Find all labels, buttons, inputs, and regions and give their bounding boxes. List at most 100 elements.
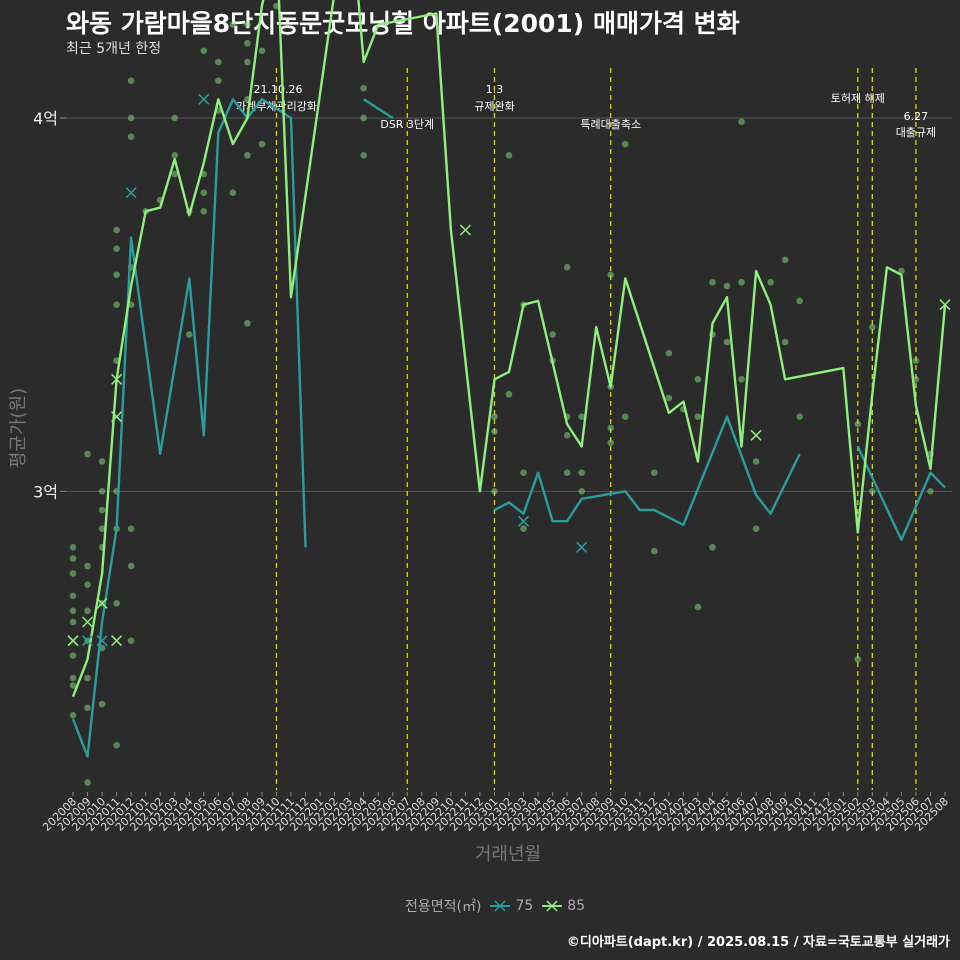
data-point xyxy=(796,297,803,305)
legend-item-75: 75 xyxy=(489,898,533,914)
data-point xyxy=(607,424,615,432)
data-point xyxy=(69,712,77,719)
data-point xyxy=(694,376,702,383)
data-point xyxy=(651,547,658,555)
legend-label-75: 75 xyxy=(515,898,534,914)
data-point xyxy=(84,779,91,786)
data-point xyxy=(607,271,615,279)
data-point xyxy=(505,152,513,159)
data-point xyxy=(69,544,77,551)
legend-swatch-75 xyxy=(490,900,511,912)
series-85-marker xyxy=(111,411,123,423)
data-point xyxy=(69,682,77,689)
data-point xyxy=(69,618,77,626)
data-point xyxy=(113,600,120,607)
data-point xyxy=(767,278,774,286)
y-axis-label: 평균가(원) xyxy=(8,388,29,468)
legend-item-85: 85 xyxy=(541,898,585,914)
data-point xyxy=(927,488,934,495)
data-point xyxy=(854,420,862,428)
data-point xyxy=(578,413,585,420)
data-point xyxy=(651,469,658,476)
data-point xyxy=(127,77,135,84)
data-point xyxy=(127,114,135,122)
data-point xyxy=(200,47,208,55)
data-point xyxy=(98,506,106,514)
data-point xyxy=(709,544,716,551)
series-75-line xyxy=(493,415,801,527)
data-point xyxy=(171,170,179,178)
data-point xyxy=(98,525,106,532)
series-85-marker xyxy=(750,429,762,441)
source-caption: ©디아파트(dapt.kr) / 2025.08.15 / 자료=국토교통부 실… xyxy=(566,935,950,950)
data-point xyxy=(491,413,498,420)
data-point xyxy=(258,140,266,148)
data-point xyxy=(113,245,120,252)
y-tick-label: 4억 xyxy=(33,109,58,128)
data-point xyxy=(244,320,251,327)
series-75-marker xyxy=(576,541,588,553)
legend: 전용면적(㎡) 75 85 xyxy=(405,896,585,916)
data-point xyxy=(84,450,91,458)
data-point xyxy=(127,637,135,644)
data-point xyxy=(69,652,77,659)
data-point xyxy=(520,469,527,476)
data-point xyxy=(578,488,585,495)
event-label: 토허제 해제 xyxy=(831,91,885,105)
y-tick-label: 3억 xyxy=(33,482,58,501)
event-label: 6.27 xyxy=(904,110,929,123)
data-point xyxy=(69,570,77,577)
data-point xyxy=(229,21,237,28)
data-point xyxy=(84,704,91,712)
data-point xyxy=(869,488,876,495)
data-point xyxy=(520,525,527,532)
data-point xyxy=(84,581,91,588)
series-75-marker xyxy=(82,635,94,647)
data-point xyxy=(738,376,745,383)
event-label: 대출규제 xyxy=(896,126,936,139)
data-point xyxy=(98,458,106,465)
series-85-marker xyxy=(82,616,94,628)
data-point xyxy=(563,264,571,271)
data-point xyxy=(491,488,498,495)
data-point xyxy=(127,133,135,140)
data-point xyxy=(229,189,237,196)
data-point xyxy=(200,208,208,215)
data-point xyxy=(215,58,222,66)
data-point xyxy=(563,432,571,439)
data-point xyxy=(723,338,731,346)
event-label: DSR 3단계 xyxy=(380,118,434,131)
data-point xyxy=(215,77,222,84)
data-point xyxy=(98,700,106,708)
legend-title: 전용면적(㎡) xyxy=(405,899,482,915)
data-point xyxy=(127,562,135,570)
data-point xyxy=(665,349,673,357)
data-point xyxy=(360,152,367,159)
data-point xyxy=(113,271,120,279)
data-point xyxy=(578,469,585,476)
chart-subtitle: 최근 5개년 한정 xyxy=(66,41,162,57)
data-point xyxy=(854,656,862,663)
data-point xyxy=(360,84,367,92)
series-75-line xyxy=(71,98,307,758)
data-point xyxy=(127,525,135,532)
data-point xyxy=(258,47,266,55)
data-point xyxy=(607,439,615,447)
data-point xyxy=(796,413,803,420)
series-75-marker xyxy=(198,93,210,105)
data-point xyxy=(171,114,179,122)
data-point xyxy=(244,40,251,47)
legend-label-85: 85 xyxy=(567,898,586,914)
data-point xyxy=(200,189,208,196)
event-label: 1.3 xyxy=(486,83,504,96)
data-point xyxy=(912,357,920,364)
series-85-marker xyxy=(96,597,108,609)
data-point xyxy=(69,555,77,562)
data-point xyxy=(244,21,251,28)
data-point xyxy=(113,301,120,308)
series-75-line xyxy=(363,98,394,120)
series-85-marker xyxy=(111,635,123,647)
data-point xyxy=(738,278,745,286)
event-label: 특례대출축소 xyxy=(580,118,641,131)
data-point xyxy=(244,152,251,159)
